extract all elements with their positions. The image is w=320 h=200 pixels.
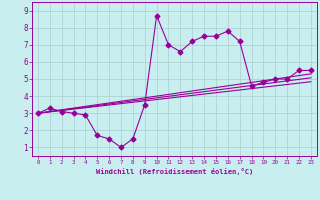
X-axis label: Windchill (Refroidissement éolien,°C): Windchill (Refroidissement éolien,°C) [96, 168, 253, 175]
